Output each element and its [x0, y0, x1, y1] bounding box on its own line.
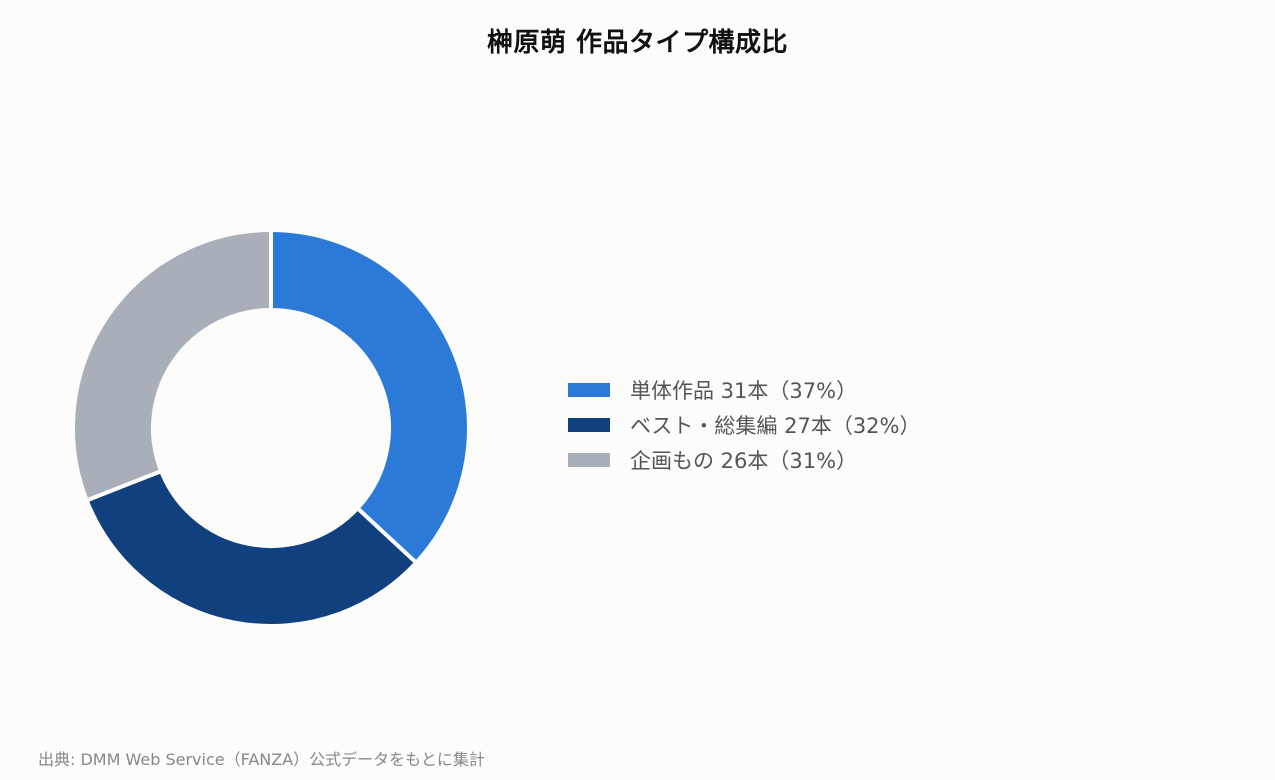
legend-swatch: [568, 417, 610, 432]
legend-label: 単体作品 31本（37%）: [630, 378, 858, 403]
legend-swatch: [568, 382, 610, 397]
legend-item-single-works: 単体作品 31本（37%）: [568, 372, 921, 407]
legend-label: 企画もの 26本（31%）: [630, 448, 858, 473]
slice-best-compilations: [84, 469, 419, 628]
slice-single-works: [269, 228, 471, 565]
legend-label: ベスト・総集編 27本（32%）: [630, 413, 921, 438]
slice-planning-works: [71, 228, 273, 503]
source-note: 出典: DMM Web Service（FANZA）公式データをもとに集計: [38, 750, 485, 769]
chart-title: 榊原萌 作品タイプ構成比: [486, 28, 789, 58]
legend-item-planning-works: 企画もの 26本（31%）: [568, 442, 921, 477]
legend: 単体作品 31本（37%） ベスト・総集編 27本（32%） 企画もの 26本（…: [568, 372, 921, 477]
legend-item-best-compilations: ベスト・総集編 27本（32%）: [568, 407, 921, 442]
legend-swatch: [568, 452, 610, 467]
donut-slices: [71, 228, 471, 628]
